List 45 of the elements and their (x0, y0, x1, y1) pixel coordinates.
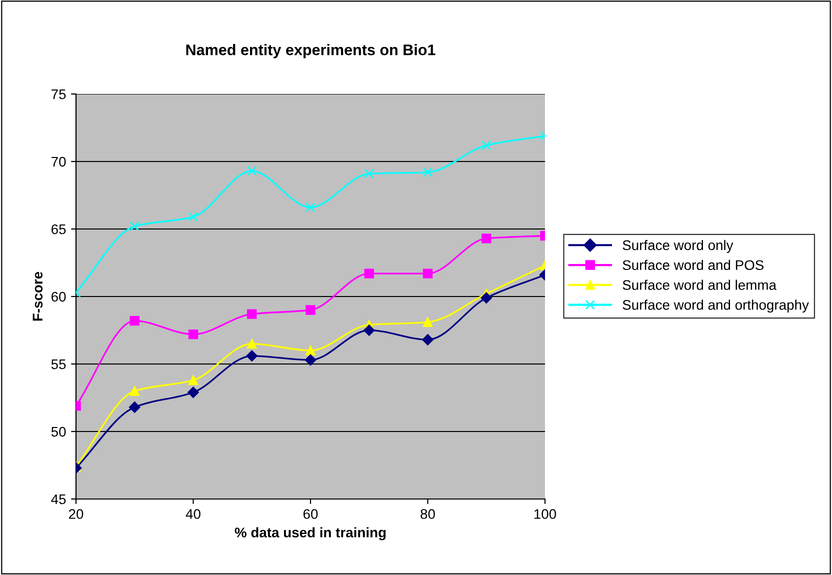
point (306, 346, 316, 356)
point (188, 375, 198, 386)
point (364, 324, 375, 336)
point (482, 234, 492, 244)
y-tick-label: 60 (52, 292, 66, 302)
point (188, 212, 198, 222)
point (422, 317, 433, 328)
point (482, 140, 492, 150)
point (364, 268, 374, 278)
point (188, 329, 198, 340)
point (306, 305, 316, 315)
legend-label: Surface word only (622, 240, 734, 253)
point (130, 221, 140, 232)
point (247, 166, 257, 176)
x-tick-label: 100 (534, 509, 556, 519)
point (130, 386, 140, 396)
point (422, 334, 434, 346)
point (304, 354, 316, 366)
x-axis-title: % data used in training (234, 527, 386, 540)
point (246, 350, 258, 362)
y-tick-label: 50 (51, 426, 66, 437)
x-tick-label: 80 (420, 509, 435, 519)
y-tick-label: 45 (51, 494, 66, 504)
legend-label: Surface word and POS (622, 260, 764, 270)
point (422, 268, 433, 278)
y-tick-label: 70 (52, 156, 66, 167)
point (247, 309, 257, 319)
x-tick-label: 20 (68, 509, 84, 519)
y-axis-title: F-score (32, 272, 43, 321)
point (130, 316, 140, 326)
y-tick-label: 65 (52, 224, 66, 234)
point (422, 167, 433, 178)
point (188, 386, 199, 398)
x-tick-label: 60 (303, 509, 318, 519)
point (480, 292, 492, 304)
point (306, 202, 316, 212)
legend-label: Surface word and orthography (622, 300, 809, 313)
point (247, 338, 257, 349)
y-tick-label: 55 (51, 359, 66, 370)
x-tick-label: 40 (186, 509, 200, 519)
chart-title: Named entity experiments on Bio1 (186, 44, 436, 58)
point (129, 402, 140, 413)
y-tick-label: 75 (52, 89, 66, 100)
point (364, 168, 374, 179)
legend-label: Surface word and lemma (622, 280, 776, 290)
